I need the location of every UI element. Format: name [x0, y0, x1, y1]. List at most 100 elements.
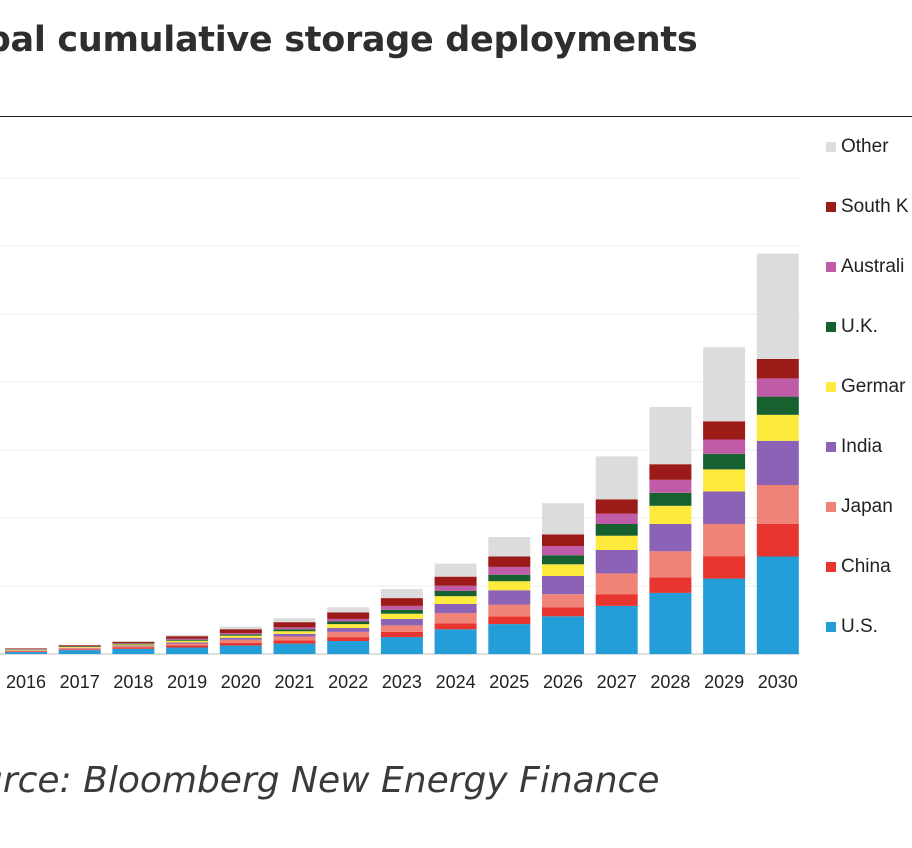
bar-segment-south-korea-2030: [756, 358, 799, 379]
legend-swatch: [826, 382, 836, 392]
bar-segment-germany-2017: [58, 646, 101, 648]
x-tick-label: 2027: [597, 672, 637, 692]
bar-segment-japan-2019: [166, 643, 209, 646]
bar-segment-japan-2024: [434, 613, 477, 624]
bar-segment-australia-2028: [649, 479, 692, 493]
bar-segment-u-s--2021: [273, 643, 316, 654]
bar-segment-south-korea-2026: [542, 534, 584, 547]
bar-segment-japan-2028: [649, 551, 692, 578]
bar-segment-india-2028: [649, 524, 692, 552]
bar-segment-other-2025: [488, 537, 531, 557]
bar-segment-india-2022: [327, 628, 370, 632]
bar-segment-other-2023: [380, 589, 423, 599]
bar-segment-china-2023: [380, 631, 423, 638]
legend-swatch: [826, 502, 836, 512]
bar-segment-u-s--2020: [219, 645, 262, 654]
bar-segment-u-s--2030: [756, 556, 799, 654]
legend-label: China: [841, 556, 891, 577]
bar-segment-china-2030: [756, 524, 799, 557]
bar-segment-india-2020: [219, 637, 262, 640]
bar-segment-u-s--2027: [595, 605, 638, 654]
bar-segment-australia-2029: [703, 439, 746, 454]
bar-segment-other-2030: [756, 253, 799, 359]
bar-segment-germany-2021: [273, 631, 316, 634]
chart-title: obal cumulative storage deployments: [0, 20, 698, 60]
bar-segment-china-2025: [488, 616, 531, 625]
source-note: urce: Bloomberg New Energy Finance: [0, 760, 660, 801]
bar-segment-australia-2023: [380, 605, 423, 610]
bar-segment-china-2027: [595, 594, 638, 606]
bar-segment-other-2022: [327, 607, 370, 613]
bar-segment-japan-2027: [595, 573, 638, 595]
bar-segment-south-korea-2017: [58, 645, 101, 647]
bar-segment-australia-2026: [542, 546, 584, 556]
bar-segment-germany-2029: [703, 469, 746, 492]
bar-segment-other-2027: [595, 456, 638, 500]
bar-segment-china-2020: [219, 642, 262, 646]
bar-segment-u-k--2019: [166, 639, 209, 641]
bar-segment-india-2023: [380, 618, 423, 626]
bar-segment-china-2024: [434, 623, 477, 630]
bar-segment-u-s--2025: [488, 624, 531, 654]
bar-segment-u-k--2029: [703, 453, 746, 470]
bar-segment-australia-2030: [756, 378, 799, 397]
bar-segment-south-korea-2021: [273, 622, 316, 628]
bar-segment-u-k--2028: [649, 492, 692, 506]
bar-segment-u-s--2022: [327, 641, 370, 654]
bar-segment-u-k--2021: [273, 629, 316, 632]
bar-segment-india-2025: [488, 590, 531, 605]
legend-swatch: [826, 322, 836, 332]
x-tick-label: 2021: [274, 672, 314, 692]
bar-segment-australia-2022: [327, 618, 370, 622]
bar-segment-south-korea-2022: [327, 612, 370, 619]
bar-segment-u-k--2024: [434, 590, 477, 597]
bar-segment-india-2029: [703, 491, 746, 524]
bar-segment-u-k--2025: [488, 574, 531, 582]
bar-segment-germany-2030: [756, 414, 799, 441]
stacked-bar-chart: 2016 2017 2018 2019 2020 2021 2022 2023 2024 2025…: [0, 136, 909, 692]
bar-segment-china-2017: [58, 649, 101, 651]
bar-segment-germany-2028: [649, 505, 692, 524]
bar-segment-japan-2030: [756, 485, 799, 524]
legend-label: Japan: [841, 496, 893, 517]
bar-segment-u-s--2023: [380, 637, 423, 654]
bar-segment-australia-2020: [219, 633, 262, 635]
bar-segment-south-korea-2028: [649, 464, 692, 480]
bar-segment-other-2020: [219, 626, 262, 630]
legend-label: Australi: [841, 256, 904, 277]
bar-segment-india-2027: [595, 550, 638, 574]
bar-segment-australia-2019: [166, 638, 209, 640]
bar-segment-japan-2017: [58, 648, 101, 650]
bar-segment-india-2024: [434, 603, 477, 614]
bar-segment-u-s--2018: [112, 648, 155, 654]
bar-segment-china-2028: [649, 577, 692, 593]
bar-segment-india-2018: [112, 645, 155, 647]
legend-label: India: [841, 436, 883, 457]
bar-segment-u-s--2024: [434, 629, 477, 654]
legend-swatch: [826, 442, 836, 452]
x-tick-label: 2029: [704, 672, 744, 692]
bar-segment-japan-2029: [703, 524, 746, 557]
bar-segment-other-2026: [542, 503, 584, 535]
bar-segment-china-2016: [5, 651, 47, 653]
bar-segment-south-korea-2027: [595, 499, 638, 514]
bar-segment-china-2022: [327, 637, 370, 641]
bar-segment-u-s--2029: [703, 578, 746, 654]
bar-segment-u-s--2026: [542, 616, 584, 654]
bar-segment-japan-2026: [542, 594, 584, 608]
x-tick-label: 2019: [167, 672, 207, 692]
x-tick-label: 2018: [113, 672, 153, 692]
legend-swatch: [826, 262, 836, 272]
bar-segment-u-k--2030: [756, 396, 799, 415]
bar-segment-other-2019: [166, 634, 209, 637]
legend-label: U.K.: [841, 316, 878, 337]
bar-segment-u-k--2017: [58, 646, 101, 647]
bar-segment-u-s--2019: [166, 647, 209, 654]
x-tick-label: 2024: [436, 672, 476, 692]
bar-segment-china-2021: [273, 640, 316, 644]
bar-segment-japan-2022: [327, 631, 370, 638]
bar-segment-china-2026: [542, 607, 584, 617]
bar-segment-other-2024: [434, 563, 477, 577]
bar-segment-australia-2027: [595, 513, 638, 524]
x-tick-label: 2025: [489, 672, 529, 692]
